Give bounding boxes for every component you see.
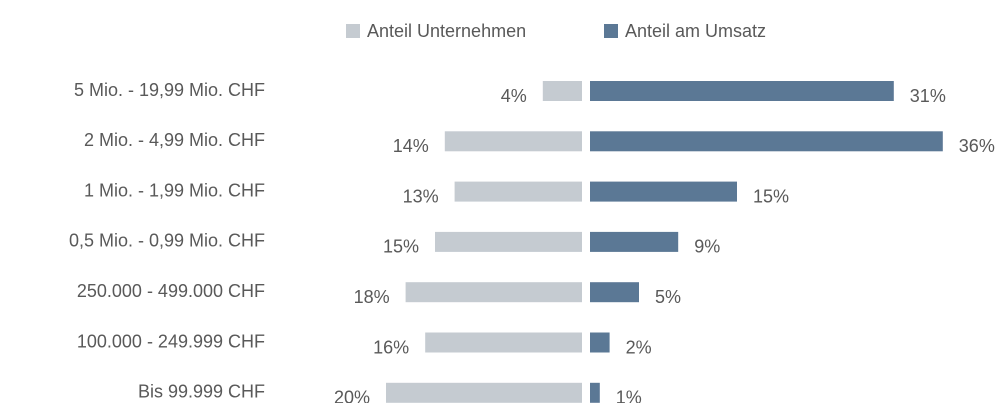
bar [590,282,639,303]
value-label: 20% [334,388,370,403]
bar [425,332,582,353]
value-label: 18% [354,287,390,307]
category-label: Bis 99.999 CHF [138,382,265,402]
category-label: 250.000 - 499.000 CHF [77,281,265,301]
value-label: 36% [959,136,995,156]
legend-swatch [346,24,360,38]
value-label: 5% [655,287,681,307]
value-label: 9% [694,237,720,257]
legend-label: Anteil am Umsatz [625,21,766,41]
category-label: 2 Mio. - 4,99 Mio. CHF [84,130,265,150]
value-label: 15% [383,237,419,257]
legend-label: Anteil Unternehmen [367,21,526,41]
bar [590,231,679,252]
bar [590,81,894,101]
bar [454,181,582,202]
bar [386,382,582,403]
bar [405,282,582,303]
bar [590,181,737,202]
bar [542,81,582,101]
value-label: 15% [753,186,789,206]
bar [590,382,600,403]
bar [435,231,582,252]
value-label: 4% [501,86,527,106]
legend-swatch [604,24,618,38]
bar [590,332,610,353]
category-label: 5 Mio. - 19,99 Mio. CHF [74,80,265,100]
value-label: 1% [616,388,642,403]
value-label: 2% [626,337,652,357]
category-label: 1 Mio. - 1,99 Mio. CHF [84,180,265,200]
bar [590,131,943,152]
value-label: 31% [910,86,946,106]
bar [444,131,582,152]
value-label: 14% [393,136,429,156]
value-label: 16% [373,337,409,357]
value-label: 13% [403,186,439,206]
category-label: 100.000 - 249.999 CHF [77,331,265,351]
category-label: 0,5 Mio. - 0,99 Mio. CHF [69,231,265,251]
